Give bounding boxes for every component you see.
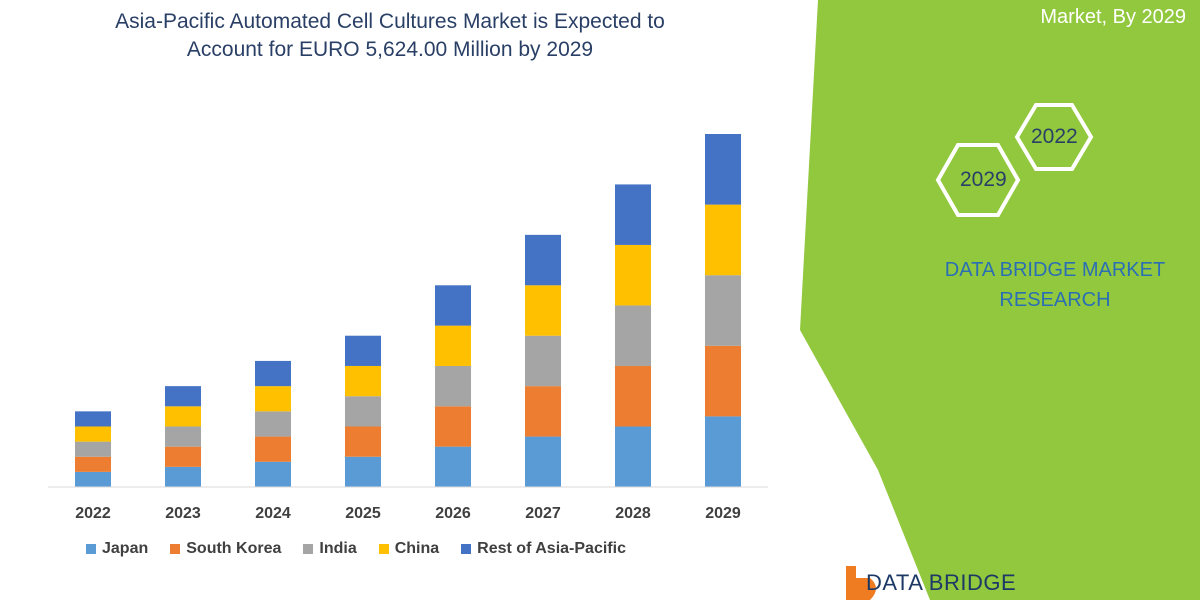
legend-item: India: [303, 540, 357, 558]
bar-2028-china: [615, 244, 651, 306]
bar-2026-japan: [435, 446, 471, 487]
bar-2025-japan: [345, 456, 381, 487]
logo-wordmark: DATA BRIDGE: [866, 570, 1017, 595]
legend-label: Japan: [102, 540, 149, 557]
legend-swatch: [303, 544, 314, 554]
brand-line-1: DATA BRIDGE MARKET: [944, 259, 1166, 281]
bar-2022-china: [75, 426, 111, 442]
bar-2028-south-korea: [615, 365, 651, 427]
legend-item: South Korea: [170, 540, 281, 558]
hexagon-label-2029: 2029: [960, 168, 1007, 191]
hexagon-2022: [1014, 103, 1094, 171]
bar-2027-south-korea: [525, 386, 561, 437]
bar-2023-japan: [165, 466, 201, 487]
legend-item: Japan: [86, 540, 148, 558]
bar-2022-rest-of-asia-pacific: [75, 411, 111, 427]
bar-2028-japan: [615, 426, 651, 487]
x-tick-label: 2025: [345, 505, 381, 522]
x-tick-label: 2022: [75, 505, 111, 522]
bar-2025-china: [345, 365, 381, 397]
title-line-1: Asia-Pacific Automated Cell Cultures Mar…: [115, 10, 665, 33]
bar-2024-south-korea: [255, 436, 291, 462]
bar-2022-india: [75, 441, 111, 457]
green-panel: [800, 0, 1200, 600]
bar-2024-india: [255, 411, 291, 437]
bar-2029-rest-of-asia-pacific: [705, 134, 741, 205]
bar-2024-china: [255, 386, 291, 412]
bar-2027-rest-of-asia-pacific: [525, 234, 561, 286]
hexagon-label-2022: 2022: [1031, 125, 1078, 148]
bar-2026-china: [435, 325, 471, 366]
corner-caption: Market, By 2029: [1040, 6, 1186, 28]
x-tick-label: 2029: [705, 505, 741, 522]
bar-2028-india: [615, 305, 651, 366]
title-line-2: Account for EURO 5,624.00 Million by 202…: [186, 38, 594, 61]
bar-2029-india: [705, 275, 741, 346]
x-tick-label: 2026: [435, 505, 471, 522]
legend-swatch: [170, 544, 181, 554]
legend-swatch: [86, 544, 96, 554]
legend-label: China: [394, 540, 440, 557]
bar-2029-japan: [705, 416, 741, 487]
bar-2024-rest-of-asia-pacific: [255, 360, 291, 387]
legend-swatch: [378, 544, 389, 554]
bar-2024-japan: [255, 461, 291, 487]
bar-2023-china: [165, 406, 201, 427]
x-tick-label: 2028: [615, 505, 651, 522]
bar-2025-rest-of-asia-pacific: [345, 335, 381, 366]
bar-2022-japan: [75, 471, 111, 487]
bar-2029-south-korea: [705, 345, 741, 417]
bar-2023-india: [165, 426, 201, 447]
bar-2025-india: [345, 396, 381, 427]
bar-2023-rest-of-asia-pacific: [165, 386, 201, 407]
legend-swatch: [461, 544, 472, 554]
legend-item: China: [378, 540, 440, 558]
bar-2027-japan: [525, 436, 561, 487]
x-tick-label: 2024: [255, 505, 291, 522]
chart-title: Asia-Pacific Automated Cell Cultures Mar…: [40, 8, 740, 64]
chart-legend: Japan South Korea India China Rest of Asia-P…: [86, 540, 626, 558]
x-tick-label: 2023: [165, 505, 201, 522]
bar-2026-south-korea: [435, 406, 471, 447]
bar-2029-china: [705, 204, 741, 276]
brand-line-2: RESEARCH: [999, 289, 1111, 311]
x-tick-label: 2027: [525, 505, 561, 522]
bar-2023-south-korea: [165, 446, 201, 467]
legend-label: South Korea: [186, 540, 282, 557]
bar-2028-rest-of-asia-pacific: [615, 184, 651, 245]
bar-2027-china: [525, 285, 561, 336]
bar-2025-south-korea: [345, 426, 381, 457]
legend-label: Rest of Asia-Pacific: [477, 540, 626, 557]
bar-2027-india: [525, 335, 561, 387]
x-tick-group: 2022 2023 2024 2025 2026 2027 2028 2029: [75, 505, 741, 522]
legend-item: Rest of Asia-Pacific: [461, 540, 626, 558]
logo-mark: [846, 566, 876, 600]
legend-label: India: [319, 540, 357, 557]
hexagon-2029: [935, 143, 1021, 217]
bar-group: [75, 134, 741, 487]
brand-name: DATA BRIDGE MARKET RESEARCH: [925, 255, 1185, 315]
bar-2022-south-korea: [75, 456, 111, 472]
bar-2026-india: [435, 365, 471, 407]
bar-2026-rest-of-asia-pacific: [435, 285, 471, 326]
